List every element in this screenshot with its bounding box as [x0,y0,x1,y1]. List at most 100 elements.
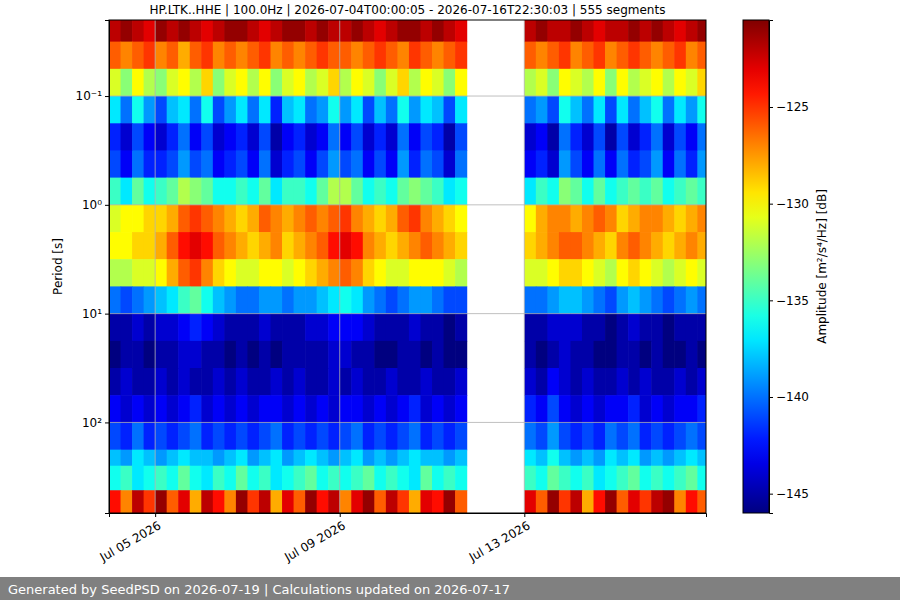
cell [213,259,225,287]
cell [524,314,536,342]
cell [628,395,640,423]
colorbar-tick-label: −145 [776,487,809,501]
cell [397,368,409,396]
cell [697,395,706,423]
cell [213,395,225,423]
cell [305,96,317,124]
cell [236,259,248,287]
cell [420,368,432,396]
cell [663,286,675,314]
cell [409,178,421,206]
cell [121,20,133,42]
cell [294,286,306,314]
cell [236,42,248,70]
cell [455,466,467,491]
cell [282,205,294,233]
cell [386,395,398,423]
cell [663,450,675,467]
cell [351,368,363,396]
cell [247,466,259,491]
cell [132,150,144,178]
cell [351,123,363,151]
cell [617,69,629,97]
cell [674,123,686,151]
cell [432,490,444,513]
cell [247,69,259,97]
cell [201,150,213,178]
cell [582,123,594,151]
cell [351,450,363,467]
cell [594,286,606,314]
cell [374,42,386,70]
cell [363,286,375,314]
cell [594,422,606,450]
cell [271,490,283,513]
cell [582,286,594,314]
grid-line [109,204,706,205]
cell [363,259,375,287]
cell [167,286,179,314]
cell [594,490,606,513]
cell [674,69,686,97]
cell [259,490,271,513]
cell [109,42,121,70]
cell [201,232,213,260]
cell [190,232,202,260]
cell [144,232,156,260]
cell [178,123,190,151]
cell [340,205,352,233]
cell [213,205,225,233]
cell [444,341,456,369]
cell [121,450,133,467]
cell [651,422,663,450]
cell [201,178,213,206]
cell [121,123,133,151]
cell [640,150,652,178]
cell [547,368,559,396]
cell [524,123,536,151]
cell [663,205,675,233]
cell [386,69,398,97]
cell [132,178,144,206]
cell [351,314,363,342]
cell [570,490,582,513]
cell [536,69,548,97]
cell [524,232,536,260]
cell [536,232,548,260]
cell [697,205,706,233]
cell [294,20,306,42]
cell [674,395,686,423]
cell [363,20,375,42]
cell [444,96,456,124]
cell [455,96,467,124]
cell [236,490,248,513]
cell [121,69,133,97]
cell [109,232,121,260]
cell [178,395,190,423]
cell [536,286,548,314]
y-tick: 10² [82,416,109,430]
cell [674,205,686,233]
cell [559,123,571,151]
cell [247,422,259,450]
cell [674,422,686,450]
cell [640,20,652,42]
cell [236,232,248,260]
cell [109,20,121,42]
cell [247,314,259,342]
cell [178,20,190,42]
cell [663,69,675,97]
cell [294,178,306,206]
cell [559,450,571,467]
cell [167,422,179,450]
cell [144,368,156,396]
cell [605,96,617,124]
cell [651,20,663,42]
cell [190,395,202,423]
cell [594,205,606,233]
cell [640,490,652,513]
cell [536,314,548,342]
cell [282,490,294,513]
cell [386,96,398,124]
colorbar-tick: −135 [769,294,809,308]
